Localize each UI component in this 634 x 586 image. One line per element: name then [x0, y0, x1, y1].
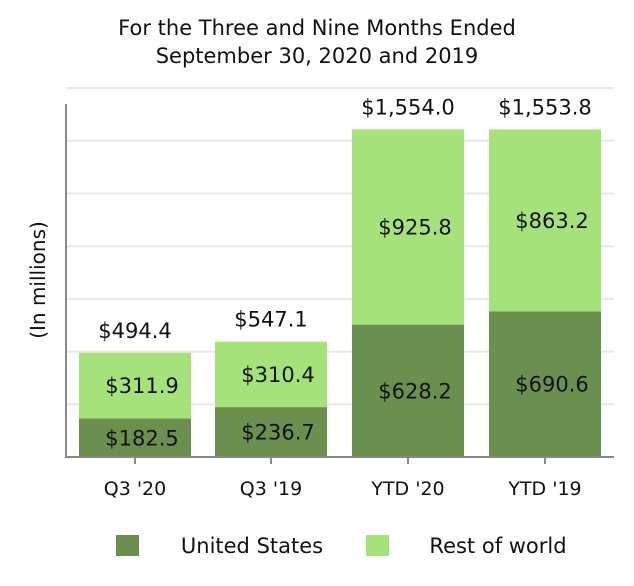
legend-swatch: [116, 535, 139, 556]
gridlines: [66, 87, 614, 406]
bar-united-states: [79, 418, 191, 457]
legend: United States Rest of world: [116, 534, 567, 558]
total-label: $1,553.8: [498, 95, 592, 119]
bar-rest-of-world: [215, 341, 327, 408]
bar-rest-of-world: [489, 129, 601, 312]
y-axis-label: (In millions): [26, 221, 50, 339]
total-label: $1,554.0: [361, 95, 455, 119]
x-tick-label: YTD '19: [507, 478, 581, 500]
total-label: $494.4: [98, 319, 171, 343]
bar-united-states: [352, 324, 464, 457]
legend-swatch: [366, 535, 389, 556]
axes: Q3 '20 Q3 '19 YTD '20 YTD '19: [65, 104, 614, 500]
data-labels: $182.5 $311.9 $494.4 $236.7 $310.4 $547.1 $628…: [98, 95, 592, 450]
data-label: $182.5: [105, 426, 178, 450]
bar-united-states: [215, 407, 327, 457]
bar-rest-of-world: [352, 129, 464, 325]
data-label: $628.2: [378, 379, 451, 403]
data-label: $925.8: [378, 215, 451, 239]
data-label: $690.6: [515, 373, 588, 397]
data-label: $310.4: [241, 363, 314, 387]
bar-united-states: [489, 311, 601, 457]
data-label: $311.9: [105, 374, 178, 398]
x-tick-label: Q3 '19: [240, 478, 302, 500]
data-label: $236.7: [241, 421, 314, 445]
x-tick-label: Q3 '20: [104, 478, 166, 500]
data-label: $863.2: [515, 209, 588, 233]
total-label: $547.1: [234, 308, 307, 332]
bars: [79, 129, 601, 457]
chart-title-line-2: September 30, 2020 and 2019: [156, 44, 479, 68]
legend-label: Rest of world: [429, 534, 566, 558]
x-tick-label: YTD '20: [370, 478, 444, 500]
legend-label: United States: [181, 534, 323, 558]
bar-rest-of-world: [79, 352, 191, 419]
chart-title-line-1: For the Three and Nine Months Ended: [118, 16, 516, 40]
